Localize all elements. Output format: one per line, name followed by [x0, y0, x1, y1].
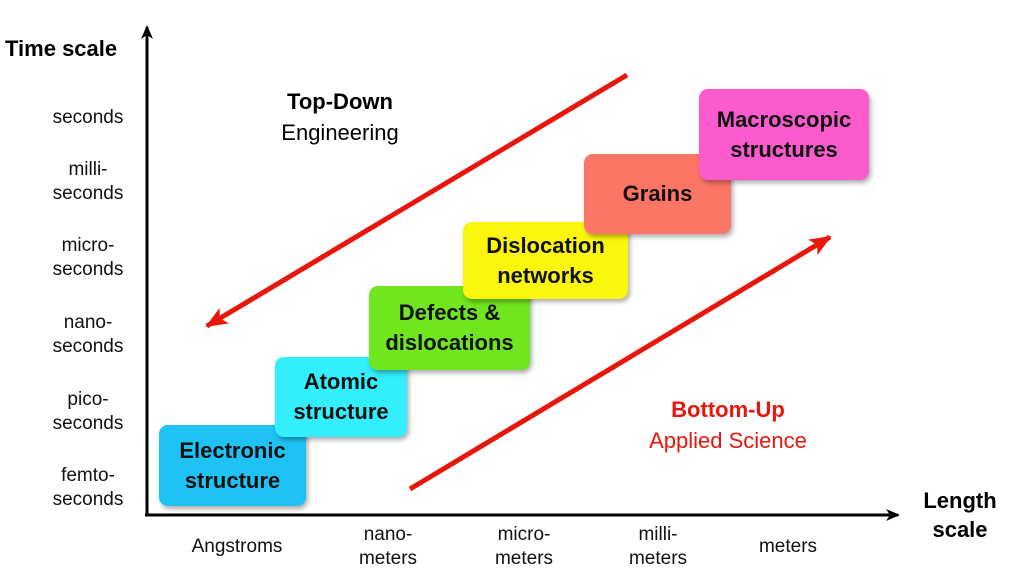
x-tick-micrometers: micro- meters	[459, 523, 589, 571]
y-tick-line2: seconds	[52, 413, 124, 434]
box-label-line1: Dislocation	[486, 232, 605, 258]
x-axis-title-line1: Length	[923, 488, 997, 513]
top-down-arrow	[205, 72, 629, 329]
box-macroscopic-structures: Macroscopic structures	[699, 89, 869, 180]
box-label-line2: networks	[497, 262, 594, 288]
x-axis-title-line2: scale	[932, 517, 988, 542]
x-tick-nanometers: nano- meters	[323, 523, 453, 571]
y-tick-nanoseconds: nano- seconds	[13, 311, 163, 359]
y-axis-title: Time scale	[5, 36, 118, 61]
y-tick-milliseconds: milli- seconds	[13, 158, 163, 206]
bottom-up-arrow	[408, 234, 832, 492]
x-tick-line1: meters	[758, 536, 818, 557]
x-tick-millimeters: milli- meters	[593, 523, 723, 571]
x-tick-line1: Angstroms	[191, 536, 283, 557]
box-label-line2: structures	[730, 136, 838, 162]
box-label-line2: structure	[293, 399, 389, 424]
box-defects-dislocations: Defects & dislocations	[369, 286, 530, 370]
y-tick-line2: seconds	[52, 336, 124, 357]
box-label-line2: dislocations	[385, 330, 514, 355]
y-tick-line1: femto-	[61, 465, 115, 486]
y-tick-microseconds: micro- seconds	[13, 234, 163, 282]
y-tick-line1: seconds	[52, 107, 124, 128]
x-tick-meters: meters	[723, 535, 853, 559]
y-tick-line1: milli-	[68, 159, 108, 180]
bottom-up-subtitle: Applied Science	[649, 428, 807, 453]
y-tick-seconds: seconds	[13, 106, 163, 130]
y-tick-line1: nano-	[63, 312, 113, 333]
y-tick-line2: seconds	[52, 489, 124, 510]
top-down-title: Top-Down	[287, 89, 393, 114]
top-down-subtitle: Engineering	[281, 120, 399, 145]
bottom-up-label: Bottom-Up Applied Science	[618, 394, 838, 456]
y-tick-line1: micro-	[61, 235, 115, 256]
bottom-up-title: Bottom-Up	[671, 397, 785, 422]
box-label-line1: Macroscopic	[716, 106, 852, 132]
x-tick-angstroms: Angstroms	[172, 535, 302, 559]
box-electronic-structure: Electronic structure	[159, 425, 306, 506]
box-dislocation-networks: Dislocation networks	[463, 222, 628, 299]
box-label-line1: Grains	[622, 181, 693, 206]
x-tick-line1: nano-	[363, 524, 413, 545]
y-tick-picoseconds: pico- seconds	[13, 388, 163, 436]
box-label-line1: Electronic	[179, 437, 286, 463]
x-tick-line2: meters	[628, 548, 688, 569]
y-tick-line1: pico-	[67, 389, 109, 410]
x-axis-title: Length scale	[901, 486, 1019, 544]
y-tick-line2: seconds	[52, 183, 124, 204]
box-label-line1: Atomic	[303, 369, 379, 394]
x-tick-line2: meters	[358, 548, 418, 569]
y-tick-line2: seconds	[52, 259, 124, 280]
y-tick-femtoseconds: femto- seconds	[13, 464, 163, 512]
x-tick-line1: micro-	[497, 524, 551, 545]
x-tick-line1: milli-	[638, 524, 678, 545]
box-label-line2: structure	[184, 467, 281, 493]
box-label-line1: Defects &	[398, 300, 501, 325]
top-down-label: Top-Down Engineering	[240, 86, 440, 148]
box-atomic-structure: Atomic structure	[275, 357, 407, 437]
x-tick-line2: meters	[494, 548, 554, 569]
